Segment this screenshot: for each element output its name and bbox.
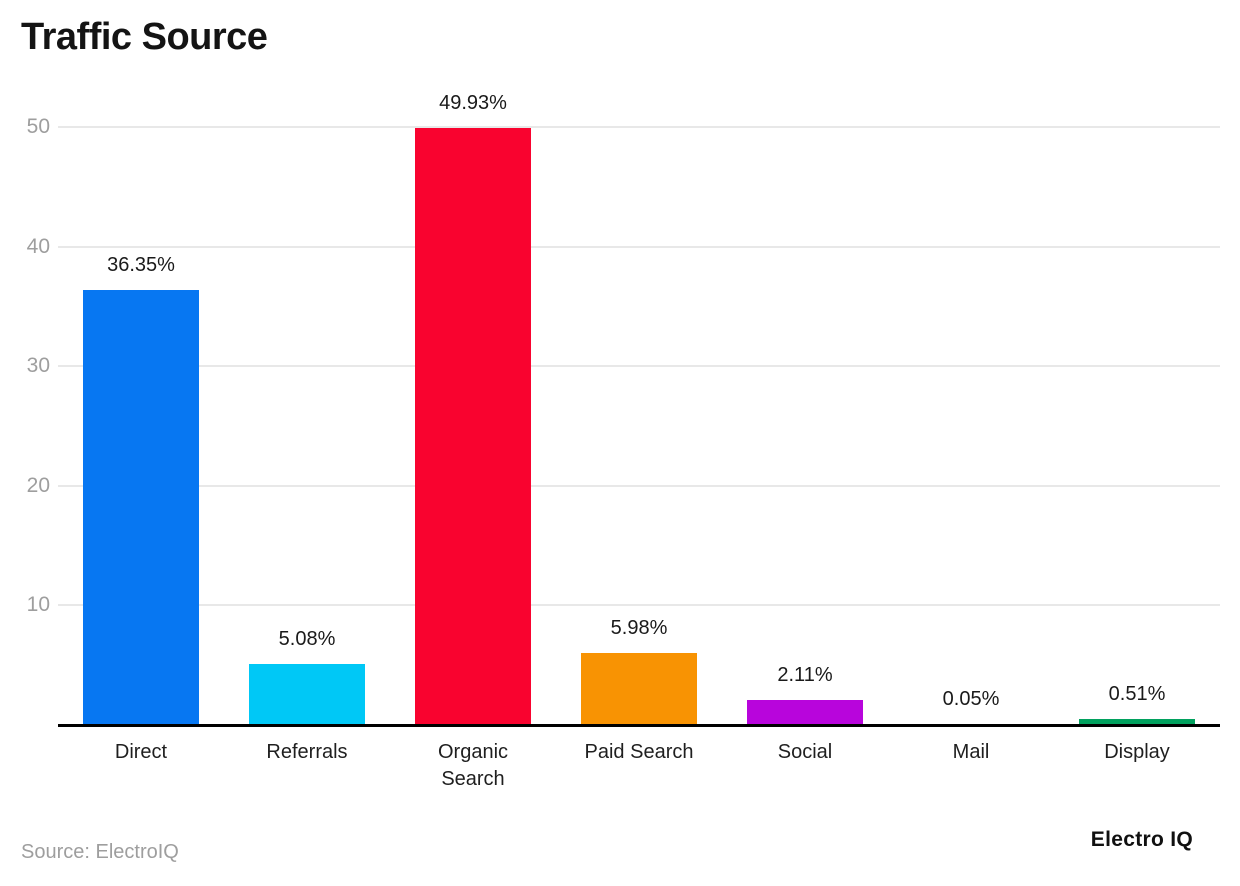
value-label-direct: 36.35% [107,254,175,277]
value-label-mail: 0.05% [942,688,1000,711]
category-label-text: Display [1104,741,1170,763]
category-label-text: Direct [114,741,168,763]
value-label-organic-search: 49.93% [439,91,507,114]
value-label-referrals: 5.08% [278,628,336,651]
y-axis: 10 20 30 40 50 [0,115,50,725]
category-label-paid-search: Paid Search [556,739,722,766]
bar-paid-search [581,653,697,725]
y-tick-label-20: 20 [26,473,50,497]
category-label-organic-search: Organic Search [390,739,556,793]
category-label-referrals: Referrals [224,739,390,766]
value-label-paid-search: 5.98% [610,617,668,640]
category-label-mail: Mail [888,739,1054,766]
category-label-text: Organic Search [437,741,509,790]
bar-organic-search [415,127,531,725]
value-label-display: 0.51% [1108,682,1166,705]
category-label-social: Social [722,739,888,766]
gridline-50 [58,126,1220,128]
category-label-text: Referrals [266,741,348,763]
category-label-direct: Direct [58,739,224,766]
x-axis-labels: Direct Referrals Organic Search Paid Search… [58,739,1220,799]
bar-social [747,699,863,725]
category-label-text: Paid Search [584,741,694,763]
gridline-10 [58,604,1220,607]
y-tick-label-30: 30 [26,354,50,378]
value-label-social: 2.11% [777,663,833,686]
x-axis-line [58,723,1220,727]
gridline-30 [58,365,1220,368]
gridline-40 [58,245,1220,248]
bar-direct [83,290,199,725]
y-tick-label-50: 50 [26,115,50,138]
category-label-text: Social [777,741,833,763]
category-label-display: Display [1054,739,1220,766]
category-label-text: Mail [952,741,990,763]
gridline-20 [58,484,1220,487]
bar-referrals [249,664,365,725]
chart-title: Traffic Source [21,16,268,58]
source-note: Source: ElectroIQ [21,841,179,863]
bar-display [1079,718,1195,725]
y-tick-label-10: 10 [26,593,50,617]
plot-area: 36.35% 5.08% 49.93% 5.98% 2.11% 0.05% 0.51% [58,92,1220,727]
y-tick-label-40: 40 [26,234,50,258]
brand-logo: Electro IQ [1090,828,1193,851]
